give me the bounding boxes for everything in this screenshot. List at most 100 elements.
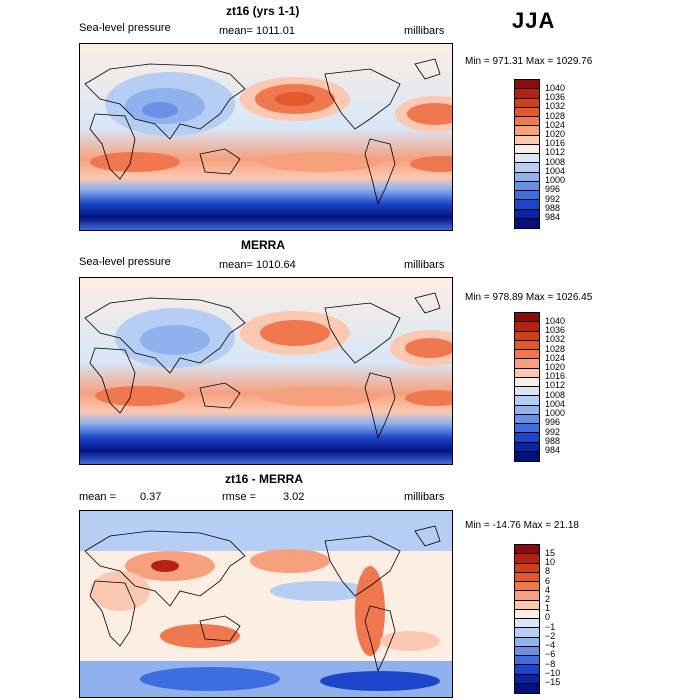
panel-2-units: millibars bbox=[404, 259, 445, 271]
colorbar-swatch bbox=[515, 200, 539, 210]
colorbar-swatch bbox=[515, 442, 539, 452]
colorbar-label: 1032 bbox=[545, 334, 566, 344]
colorbar-label: 1040 bbox=[545, 316, 566, 326]
colorbar-panel-3 bbox=[514, 544, 540, 694]
panel-2-minmax: Min = 978.89 Max = 1026.45 bbox=[465, 292, 593, 303]
colorbar-swatch bbox=[515, 322, 539, 332]
colorbar-label: 0 bbox=[545, 612, 551, 622]
colorbar-label: 992 bbox=[545, 427, 561, 437]
colorbar-label: −2 bbox=[545, 631, 556, 641]
colorbar-swatch bbox=[515, 600, 539, 610]
panel-1-variable: Sea-level pressure bbox=[79, 22, 171, 34]
colorbar-swatch bbox=[515, 163, 539, 173]
colorbar-label: 2 bbox=[545, 594, 551, 604]
colorbar-label: 4 bbox=[545, 585, 551, 595]
panel-2-mean: mean= 1010.64 bbox=[219, 259, 296, 271]
colorbar-label: −8 bbox=[545, 659, 556, 669]
colorbar-label: 8 bbox=[545, 566, 551, 576]
panel-3-rmse-value: 3.02 bbox=[283, 491, 305, 503]
colorbar-swatch bbox=[515, 646, 539, 656]
colorbar-label: 984 bbox=[545, 212, 561, 222]
colorbar-swatch bbox=[515, 396, 539, 406]
colorbar-label: −4 bbox=[545, 640, 556, 650]
panel-1-units: millibars bbox=[404, 25, 445, 37]
colorbar-label: 10 bbox=[545, 557, 556, 567]
colorbar-swatch bbox=[515, 107, 539, 117]
colorbar-label: 1020 bbox=[545, 129, 566, 139]
colorbar-swatch bbox=[515, 637, 539, 647]
colorbar-swatch bbox=[515, 433, 539, 443]
colorbar-swatch bbox=[515, 350, 539, 360]
colorbar-swatch bbox=[515, 89, 539, 99]
colorbar-swatch bbox=[515, 414, 539, 424]
colorbar-swatch bbox=[515, 563, 539, 573]
colorbar-label: 1004 bbox=[545, 166, 566, 176]
colorbar-swatch bbox=[515, 424, 539, 434]
colorbar-label: 1000 bbox=[545, 175, 566, 185]
colorbar-swatch bbox=[515, 191, 539, 201]
colorbar-swatch bbox=[515, 451, 539, 461]
colorbar-label: 988 bbox=[545, 436, 561, 446]
colorbar-label: −10 bbox=[545, 668, 561, 678]
colorbar-swatch bbox=[515, 665, 539, 675]
colorbar-panel-1 bbox=[514, 79, 540, 229]
colorbar-label: 984 bbox=[545, 445, 561, 455]
colorbar-label: 1032 bbox=[545, 101, 566, 111]
colorbar-label: 1028 bbox=[545, 344, 566, 354]
colorbar-swatch bbox=[515, 628, 539, 638]
colorbar-swatch bbox=[515, 609, 539, 619]
colorbar-swatch bbox=[515, 619, 539, 629]
panel-3-title: zt16 - MERRA bbox=[225, 472, 304, 486]
colorbar-swatch bbox=[515, 117, 539, 127]
colorbar-label: 996 bbox=[545, 184, 561, 194]
colorbar-swatch bbox=[515, 135, 539, 145]
colorbar-swatch bbox=[515, 405, 539, 415]
colorbar-label: 1012 bbox=[545, 380, 566, 390]
colorbar-swatch bbox=[515, 377, 539, 387]
colorbar-label: 1004 bbox=[545, 399, 566, 409]
panel-3-mean-label: mean = bbox=[79, 491, 116, 503]
colorbar-swatch bbox=[515, 126, 539, 136]
colorbar-swatch bbox=[515, 359, 539, 369]
colorbar-label: 988 bbox=[545, 203, 561, 213]
panel-3-units: millibars bbox=[404, 491, 445, 503]
colorbar-label: −6 bbox=[545, 649, 556, 659]
colorbar-swatch bbox=[515, 340, 539, 350]
colorbar-swatch bbox=[515, 331, 539, 341]
colorbar-swatch bbox=[515, 181, 539, 191]
panel-1-title: zt16 (yrs 1-1) bbox=[226, 4, 300, 18]
colorbar-swatch bbox=[515, 656, 539, 666]
colorbar-swatch bbox=[515, 98, 539, 108]
colorbar-swatch bbox=[515, 554, 539, 564]
map-panel-2 bbox=[79, 277, 453, 465]
colorbar-panel-2 bbox=[514, 312, 540, 462]
colorbar-swatch bbox=[515, 591, 539, 601]
map-panel-3 bbox=[79, 510, 453, 698]
colorbar-swatch bbox=[515, 683, 539, 693]
colorbar-label: 996 bbox=[545, 417, 561, 427]
colorbar-label: 1016 bbox=[545, 138, 566, 148]
colorbar-swatch bbox=[515, 545, 539, 555]
panel-3-minmax: Min = -14.76 Max = 21.18 bbox=[465, 520, 579, 531]
colorbar-label: 992 bbox=[545, 194, 561, 204]
colorbar-label: 1020 bbox=[545, 362, 566, 372]
colorbar-swatch bbox=[515, 218, 539, 228]
colorbar-label: 6 bbox=[545, 576, 551, 586]
panel-2-variable: Sea-level pressure bbox=[79, 256, 171, 268]
panel-1-minmax: Min = 971.31 Max = 1029.76 bbox=[465, 56, 593, 67]
colorbar-label: 1 bbox=[545, 603, 551, 613]
colorbar-label: 1024 bbox=[545, 353, 566, 363]
colorbar-label: 1028 bbox=[545, 111, 566, 121]
colorbar-label: 1000 bbox=[545, 408, 566, 418]
colorbar-label: 1012 bbox=[545, 147, 566, 157]
colorbar-swatch bbox=[515, 387, 539, 397]
colorbar-swatch bbox=[515, 172, 539, 182]
map-panel-1 bbox=[79, 43, 453, 231]
colorbar-swatch bbox=[515, 154, 539, 164]
colorbar-label: 1040 bbox=[545, 83, 566, 93]
colorbar-label: 1024 bbox=[545, 120, 566, 130]
colorbar-swatch bbox=[515, 313, 539, 323]
colorbar-swatch bbox=[515, 144, 539, 154]
colorbar-label: 1036 bbox=[545, 92, 566, 102]
colorbar-swatch bbox=[515, 209, 539, 219]
